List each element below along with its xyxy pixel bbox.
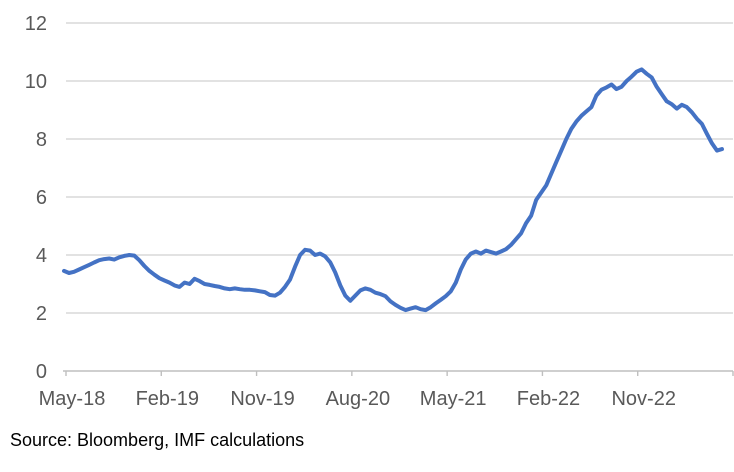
y-axis-tick-label: 10 — [25, 71, 47, 93]
x-axis-tick-label: Nov-19 — [230, 388, 294, 410]
source-note: Source: Bloomberg, IMF calculations — [10, 430, 305, 450]
y-axis-tick-label: 0 — [36, 361, 47, 383]
x-axis-tick-label: Feb-22 — [517, 388, 580, 410]
x-axis-tick-label: May-21 — [420, 388, 487, 410]
y-axis-tick-label: 6 — [36, 187, 47, 209]
x-axis-tick-label: Nov-22 — [611, 388, 675, 410]
x-axis-tick-label: Feb-19 — [136, 388, 199, 410]
x-axis-tick-label: May-18 — [39, 388, 106, 410]
y-axis-tick-label: 4 — [36, 245, 47, 267]
y-axis-tick-label: 8 — [36, 129, 47, 151]
y-axis-tick-label: 2 — [36, 303, 47, 325]
y-axis-tick-label: 12 — [25, 13, 47, 35]
data-series-line — [62, 67, 724, 313]
x-axis-tick-label: Aug-20 — [326, 388, 391, 410]
